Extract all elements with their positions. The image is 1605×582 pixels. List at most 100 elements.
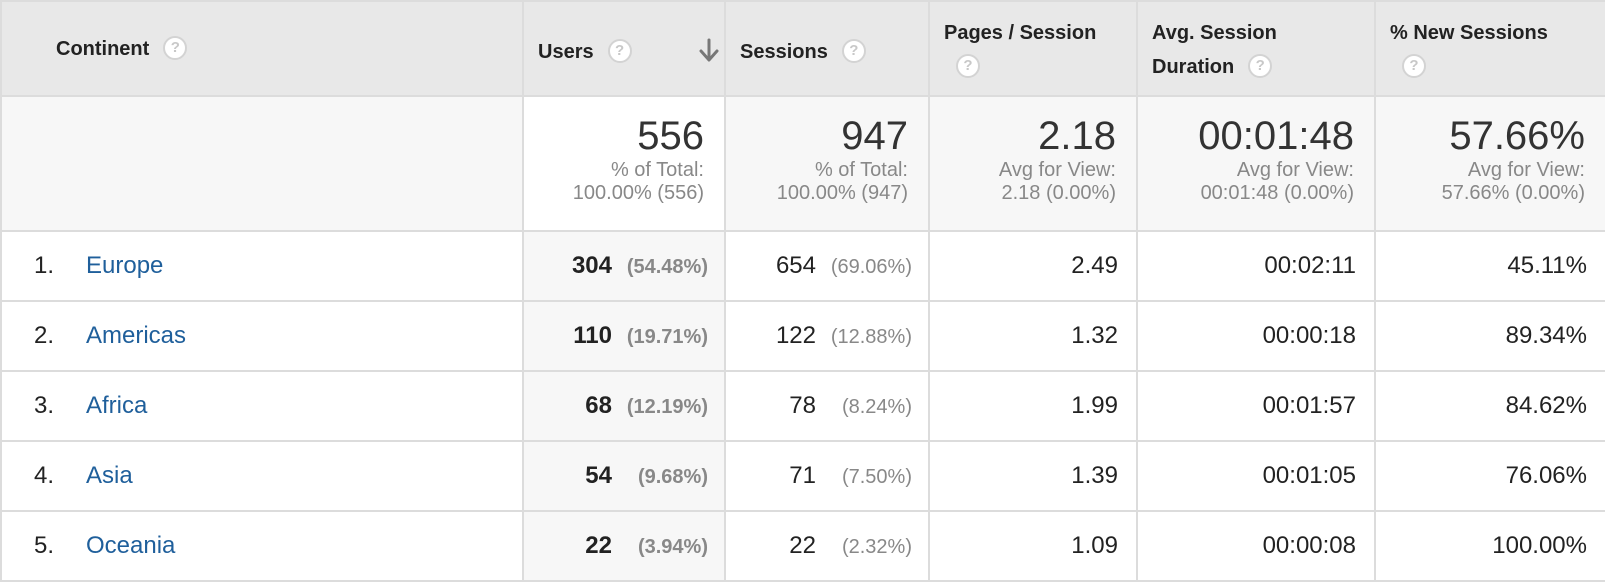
column-header-new-sessions[interactable]: % New Sessions ? — [1374, 0, 1605, 97]
total-value: 556 — [637, 114, 704, 158]
pages-per-session-cell: 1.09 — [928, 510, 1138, 582]
column-header-avg-session-duration[interactable]: Avg. Session Duration? — [1136, 0, 1376, 97]
total-caption: Avg for View: — [1236, 159, 1354, 181]
pages-per-session-cell: 1.39 — [928, 440, 1138, 512]
row-index: 4. — [34, 462, 55, 489]
column-header-pages-per-session[interactable]: Pages / Session ? — [928, 0, 1138, 97]
table-row: 1. Europe 304 (54.48%) 654 (69.06%) 2.49 00… — [0, 230, 1605, 302]
help-icon[interactable]: ? — [956, 53, 980, 78]
total-caption: Avg for View: — [998, 159, 1116, 181]
users-percent: (12.19%) — [626, 396, 708, 418]
avg-session-duration-cell: 00:00:08 — [1136, 510, 1376, 582]
avg-session-duration-cell: 00:00:18 — [1136, 300, 1376, 372]
continent-link[interactable]: Oceania — [86, 532, 176, 559]
users-percent: (54.48%) — [626, 256, 708, 278]
avg-session-duration-cell: 00:01:05 — [1136, 440, 1376, 512]
continent-cell: 1. Europe — [0, 230, 524, 302]
pages-per-session-cell: 2.49 — [928, 230, 1138, 302]
users-percent: (9.68%) — [637, 466, 708, 488]
help-icon[interactable]: ? — [1248, 53, 1273, 78]
row-index: 5. — [34, 532, 55, 559]
total-detail: 100.00% (947) — [776, 182, 908, 204]
users-cell: 68 (12.19%) — [522, 370, 726, 442]
sessions-percent: (7.50%) — [841, 466, 912, 488]
column-header-label: % New Sessions — [1390, 22, 1548, 44]
sessions-percent: (2.32%) — [841, 536, 912, 558]
continent-link[interactable]: Asia — [86, 462, 133, 489]
totals-avg-session-duration: 00:01:48 Avg for View: 00:01:48 (0.00%) — [1136, 95, 1376, 232]
totals-pages-per-session: 2.18 Avg for View: 2.18 (0.00%) — [928, 95, 1138, 232]
column-header-sessions[interactable]: Sessions? — [724, 0, 930, 97]
total-detail: 100.00% (556) — [572, 182, 704, 204]
sessions-percent: (8.24%) — [841, 396, 912, 418]
continent-cell: 2. Americas — [0, 300, 524, 372]
users-cell: 110 (19.71%) — [522, 300, 726, 372]
users-value: 68 — [585, 392, 612, 419]
users-cell: 54 (9.68%) — [522, 440, 726, 512]
column-header-users[interactable]: Users? — [522, 0, 726, 97]
continent-link[interactable]: Europe — [86, 252, 164, 279]
sessions-cell: 78 (8.24%) — [724, 370, 930, 442]
total-value: 00:01:48 — [1198, 114, 1354, 158]
total-value: 2.18 — [1038, 114, 1116, 158]
column-header-label: Sessions — [740, 41, 828, 63]
sessions-percent: (12.88%) — [830, 326, 912, 348]
sessions-value: 71 — [789, 462, 816, 489]
sessions-cell: 654 (69.06%) — [724, 230, 930, 302]
row-index: 1. — [34, 252, 55, 279]
avg-session-duration-cell: 00:02:11 — [1136, 230, 1376, 302]
users-cell: 22 (3.94%) — [522, 510, 726, 582]
pages-per-session-cell: 1.32 — [928, 300, 1138, 372]
sessions-percent: (69.06%) — [830, 256, 912, 278]
table-row: 3. Africa 68 (12.19%) 78 (8.24%) 1.99 00:01… — [0, 370, 1605, 442]
continent-link[interactable]: Americas — [86, 322, 187, 349]
avg-session-duration-cell: 00:01:57 — [1136, 370, 1376, 442]
total-caption: % of Total: — [610, 159, 704, 181]
total-detail: 2.18 (0.00%) — [1001, 182, 1116, 204]
sort-descending-arrow-icon[interactable] — [698, 38, 720, 64]
total-value: 947 — [841, 114, 908, 158]
table-row: 5. Oceania 22 (3.94%) 22 (2.32%) 1.09 00:00… — [0, 510, 1605, 582]
continent-cell: 4. Asia — [0, 440, 524, 512]
column-header-continent[interactable]: Continent? — [0, 0, 524, 97]
continent-cell: 5. Oceania — [0, 510, 524, 582]
new-sessions-cell: 84.62% — [1374, 370, 1605, 442]
column-header-label: Continent — [56, 38, 150, 60]
sessions-cell: 22 (2.32%) — [724, 510, 930, 582]
new-sessions-cell: 76.06% — [1374, 440, 1605, 512]
totals-row: 556 % of Total: 100.00% (556) 947 % of T… — [0, 95, 1605, 232]
sessions-value: 22 — [789, 532, 816, 559]
users-percent: (19.71%) — [626, 326, 708, 348]
row-index: 2. — [34, 322, 55, 349]
total-caption: % of Total: — [814, 159, 908, 181]
totals-users: 556 % of Total: 100.00% (556) — [522, 95, 726, 232]
help-icon[interactable]: ? — [1402, 53, 1426, 78]
new-sessions-cell: 100.00% — [1374, 510, 1605, 582]
table-row: 4. Asia 54 (9.68%) 71 (7.50%) 1.39 00:01:05… — [0, 440, 1605, 512]
totals-label-cell — [0, 95, 524, 232]
column-header-label: Pages / Session — [944, 22, 1097, 44]
continent-link[interactable]: Africa — [86, 392, 148, 419]
users-cell: 304 (54.48%) — [522, 230, 726, 302]
continent-cell: 3. Africa — [0, 370, 524, 442]
new-sessions-cell: 45.11% — [1374, 230, 1605, 302]
header-row: Continent? Users? Sessions? Pages / Sess… — [0, 0, 1605, 97]
sessions-cell: 122 (12.88%) — [724, 300, 930, 372]
help-icon[interactable]: ? — [607, 38, 632, 63]
users-percent: (3.94%) — [637, 536, 708, 558]
help-icon[interactable]: ? — [841, 38, 866, 63]
row-index: 3. — [34, 392, 55, 419]
totals-sessions: 947 % of Total: 100.00% (947) — [724, 95, 930, 232]
total-detail: 00:01:48 (0.00%) — [1200, 182, 1354, 204]
column-header-label-line2: Duration — [1152, 56, 1235, 78]
help-icon[interactable]: ? — [163, 35, 188, 60]
sessions-value: 654 — [775, 252, 816, 279]
totals-new-sessions: 57.66% Avg for View: 57.66% (0.00%) — [1374, 95, 1605, 232]
table-row: 2. Americas 110 (19.71%) 122 (12.88%) 1.32 … — [0, 300, 1605, 372]
sessions-cell: 71 (7.50%) — [724, 440, 930, 512]
total-detail: 57.66% (0.00%) — [1441, 182, 1585, 204]
pages-per-session-cell: 1.99 — [928, 370, 1138, 442]
users-value: 110 — [573, 322, 612, 349]
total-value: 57.66% — [1449, 114, 1585, 158]
